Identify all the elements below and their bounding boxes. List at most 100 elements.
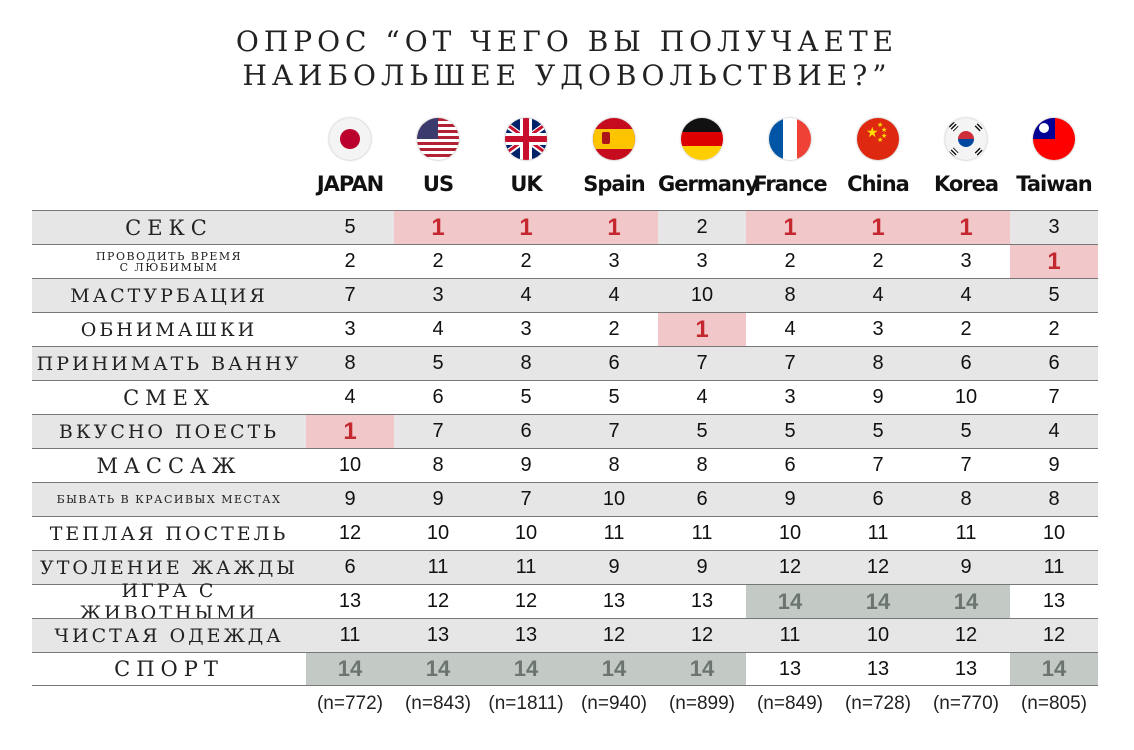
rank-cell: 13 xyxy=(690,590,714,612)
rank-cell: 8 xyxy=(696,454,708,476)
row-label: ЧИСТАЯ ОДЕЖДА xyxy=(54,624,284,647)
rank-cell-bottom: 14 xyxy=(922,585,1010,618)
rank-cell-top: 1 xyxy=(746,211,834,244)
rank-cell: 2 xyxy=(872,250,884,272)
rank-cell: 3 xyxy=(696,250,708,272)
row-label: СПОРТ xyxy=(114,657,224,681)
rank-cell: 9 xyxy=(696,556,708,578)
rank-cell: 11 xyxy=(779,624,801,646)
rank-cell: 5 xyxy=(608,386,620,408)
rank-cell: 10 xyxy=(954,386,978,408)
rank-cell-bottom: 14 xyxy=(746,585,834,618)
rank-cell: 9 xyxy=(432,488,444,510)
table-row: ПРОВОДИТЬ ВРЕМЯ С ЛЮБИМЫМ 2 2 2 3 3 2 2 3 1 xyxy=(32,244,1098,278)
rank-cell-top: 1 xyxy=(922,211,1010,244)
column-header: UK xyxy=(510,172,542,196)
table-row: БЫВАТЬ В КРАСИВЫХ МЕСТАХ 9 9 7 10 6 9 6 8 8 xyxy=(32,482,1098,516)
rank-cell: 2 xyxy=(784,250,796,272)
rank-cell: 7 xyxy=(696,352,708,374)
rank-cell: 8 xyxy=(432,454,444,476)
rank-cell: 7 xyxy=(608,420,620,442)
rank-cell: 6 xyxy=(344,556,356,578)
rank-cell-bottom: 14 xyxy=(394,653,482,685)
rank-cell: 13 xyxy=(866,657,890,680)
row-label: ОБНИМАШКИ xyxy=(80,318,258,341)
row-label: ПРОВОДИТЬ ВРЕМЯ С ЛЮБИМЫМ xyxy=(95,249,243,274)
table-row: МАССАЖ 10 8 9 8 8 6 7 7 9 xyxy=(32,448,1098,482)
rank-cell: 9 xyxy=(872,386,884,408)
us-flag-icon xyxy=(417,118,459,160)
spain-flag-icon xyxy=(593,118,635,160)
rank-cell: 6 xyxy=(696,488,708,510)
rank-cell: 8 xyxy=(344,352,356,374)
rank-cell: 4 xyxy=(784,318,796,340)
rank-cell-bottom: 14 xyxy=(482,653,570,685)
rank-cell: 4 xyxy=(432,318,444,340)
rank-cell: 6 xyxy=(872,488,884,510)
column-header: Taiwan xyxy=(1016,172,1093,196)
table-row: СПОРТ 14 14 14 14 14 13 13 13 14 xyxy=(32,652,1098,686)
rank-cell: 13 xyxy=(778,657,802,680)
rank-cell: 12 xyxy=(426,590,450,612)
rank-cell: 7 xyxy=(520,488,532,510)
rank-cell: 5 xyxy=(520,386,532,408)
japan-flag-icon xyxy=(329,118,371,160)
rank-cell: 3 xyxy=(608,250,620,272)
sample-size-label: (n=849) xyxy=(756,693,824,714)
rank-cell: 12 xyxy=(1042,624,1066,646)
rank-cell: 5 xyxy=(696,420,708,442)
rank-cell: 4 xyxy=(1048,420,1060,442)
rank-cell: 3 xyxy=(872,318,884,340)
rank-cell: 2 xyxy=(696,216,708,238)
rank-cell: 13 xyxy=(1042,590,1066,612)
rank-cell: 9 xyxy=(784,488,796,510)
rank-cell: 12 xyxy=(602,624,626,646)
rank-cell: 2 xyxy=(1048,318,1060,340)
sample-size-label: (n=772) xyxy=(316,693,384,714)
rank-cell: 5 xyxy=(1048,284,1060,306)
table-row: МАСТУРБАЦИЯ 7 3 4 4 10 8 4 4 5 xyxy=(32,278,1098,312)
rank-cell: 11 xyxy=(339,624,361,646)
rank-cell: 3 xyxy=(1048,216,1060,238)
rank-cell: 4 xyxy=(872,284,884,306)
column-header: Spain xyxy=(583,172,645,196)
rank-cell: 9 xyxy=(960,556,972,578)
rank-cell: 11 xyxy=(691,522,713,544)
rank-cell: 8 xyxy=(520,352,532,374)
rank-cell: 10 xyxy=(426,522,450,544)
row-label: СМЕХ xyxy=(123,385,215,410)
rank-cell: 4 xyxy=(344,386,356,408)
rank-cell-bottom: 14 xyxy=(658,653,746,685)
rank-cell: 10 xyxy=(690,284,714,306)
rank-cell: 12 xyxy=(778,556,802,578)
rank-cell: 7 xyxy=(1048,386,1060,408)
column-header: France xyxy=(753,172,827,196)
sample-size-label: (n=1811) xyxy=(488,693,564,714)
sample-size-label: (n=899) xyxy=(668,693,736,714)
sample-size-label: (n=843) xyxy=(404,693,472,714)
rank-cell: 7 xyxy=(432,420,444,442)
rank-cell: 5 xyxy=(344,216,356,238)
uk-flag-icon xyxy=(505,118,547,160)
rank-cell: 10 xyxy=(338,454,362,476)
rank-cell: 10 xyxy=(778,522,802,544)
rank-cell: 11 xyxy=(955,522,977,544)
rank-cell: 2 xyxy=(344,250,356,272)
rank-cell: 6 xyxy=(784,454,796,476)
rank-cell: 4 xyxy=(960,284,972,306)
rank-cell: 4 xyxy=(520,284,532,306)
rank-cell: 13 xyxy=(954,657,978,680)
rank-cell: 2 xyxy=(608,318,620,340)
china-flag-icon: ★ ★ ★ ★ ★ xyxy=(857,118,899,160)
rank-cell: 3 xyxy=(432,284,444,306)
taiwan-flag-icon xyxy=(1033,118,1075,160)
table-row: УТОЛЕНИЕ ЖАЖДЫ 6 11 11 9 9 12 12 9 11 xyxy=(32,550,1098,584)
sample-size-label: (n=940) xyxy=(580,693,648,714)
rank-cell: 9 xyxy=(608,556,620,578)
rank-cell: 13 xyxy=(514,624,538,646)
sample-size-label: (n=728) xyxy=(844,693,912,714)
table-row: ВКУСНО ПОЕСТЬ 1 7 6 7 5 5 5 5 4 xyxy=(32,414,1098,448)
germany-flag-icon xyxy=(681,118,723,160)
column-header: China xyxy=(847,172,910,196)
table-row: ИГРА С ЖИВОТНЫМИ 13 12 12 13 13 14 14 14 13 xyxy=(32,580,1098,624)
